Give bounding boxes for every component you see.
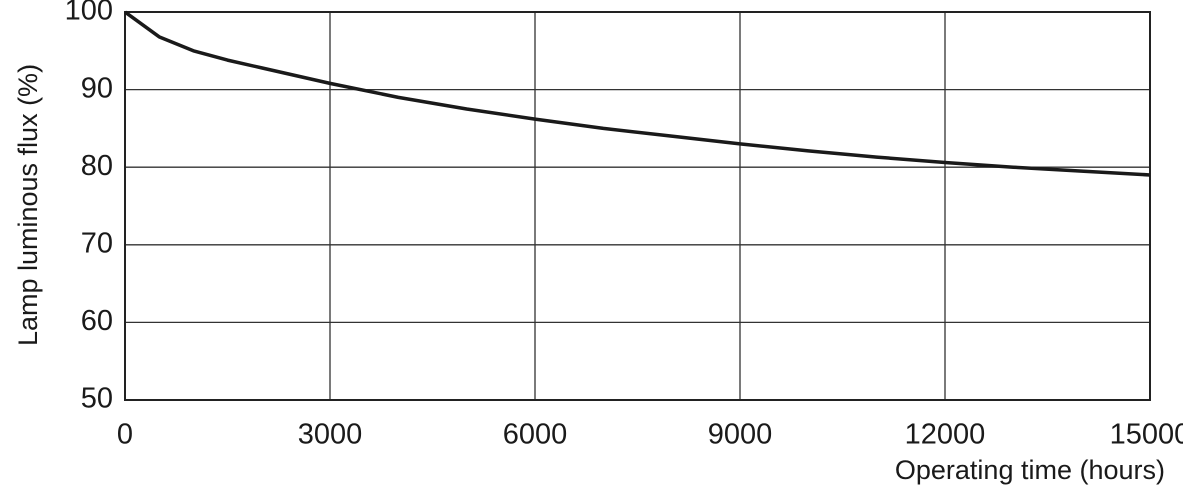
x-tick-label: 0 bbox=[117, 419, 133, 451]
x-tick-label: 6000 bbox=[503, 419, 568, 451]
line bbox=[123, 10, 1151, 177]
plot-frame bbox=[124, 11, 1151, 401]
x-axis-label: Operating time (hours) bbox=[895, 455, 1165, 485]
x-tick-label: 3000 bbox=[298, 419, 363, 451]
x-tick-label: 9000 bbox=[708, 419, 773, 451]
y-tick-label: 80 bbox=[81, 150, 113, 182]
x-tick-label: 15000 bbox=[1110, 419, 1183, 451]
y-tick-label: 60 bbox=[81, 305, 113, 337]
y-tick-label: 50 bbox=[81, 383, 113, 415]
y-tick-label: 90 bbox=[81, 72, 113, 104]
x-tick-label: 12000 bbox=[905, 419, 986, 451]
y-axis-label: Lamp luminous flux (%) bbox=[13, 64, 43, 346]
y-tick-label: 100 bbox=[65, 0, 113, 27]
y-tick-label: 70 bbox=[81, 227, 113, 259]
